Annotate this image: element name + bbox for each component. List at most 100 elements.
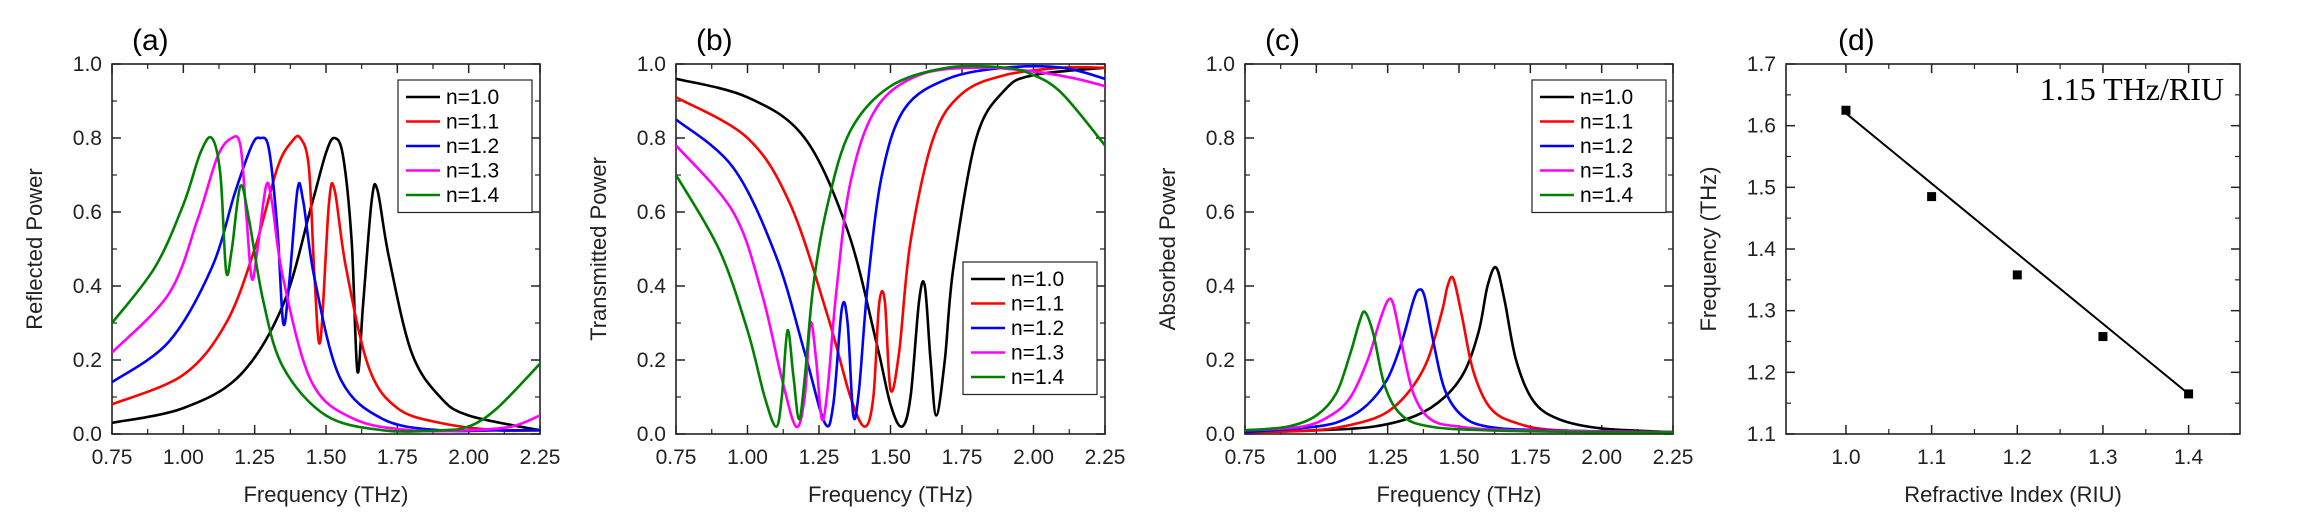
y-tick-label: 0.8: [1206, 127, 1235, 150]
plot-area: [1245, 265, 1673, 434]
series-line-n=1.4: [112, 135, 540, 433]
legend-label: n=1.4: [446, 184, 499, 207]
panel-label: (a): [132, 24, 169, 57]
data-point: [1841, 105, 1851, 115]
x-tick-label: 1.25: [799, 446, 840, 469]
y-tick-label: 0.6: [637, 201, 666, 224]
chart-panel-3: 0.75 1.00 1.25 1.50 1.75 2.00 2.25 0.0 0.2 0.4 0.6…: [1155, 24, 1693, 507]
series-line-n=1.2: [676, 65, 1105, 428]
series-line-n=1.3: [1245, 297, 1673, 434]
legend-label: n=1.2: [1580, 135, 1633, 158]
y-tick-label: 1.7: [1747, 53, 1776, 76]
legend-label: n=1.1: [1011, 293, 1064, 316]
legend-label: n=1.0: [1580, 86, 1633, 109]
y-tick-label: 0.2: [1206, 349, 1235, 372]
x-tick-label: 2.25: [520, 446, 561, 469]
x-tick-label: 1.75: [377, 446, 418, 469]
y-tick-label: 1.0: [1206, 53, 1235, 76]
legend-label: n=1.4: [1011, 366, 1064, 389]
legend: n=1.0n=1.1n=1.2n=1.3n=1.4: [962, 261, 1098, 396]
x-axis-title: Refractive Index (RIU): [1904, 482, 2122, 507]
x-tick-label: 1.50: [870, 446, 911, 469]
y-tick-label: 0.6: [73, 201, 102, 224]
series-line-n=1.1: [1245, 275, 1673, 434]
y-tick-label: 0.4: [637, 275, 667, 298]
legend-label: n=1.4: [1580, 184, 1633, 207]
series-line-n=1.3: [676, 66, 1105, 429]
y-tick-label: 0.0: [1206, 423, 1235, 446]
y-tick-label: 1.6: [1747, 115, 1776, 138]
fit-line: [1845, 112, 2190, 395]
x-tick-label: 1.50: [1439, 446, 1480, 469]
y-axis-title: Absorbed Power: [1155, 168, 1180, 331]
x-tick-label: 1.75: [942, 446, 983, 469]
x-tick-label: 0.75: [92, 446, 133, 469]
x-tick-label: 1.50: [306, 446, 347, 469]
x-tick-label: 0.75: [1225, 446, 1266, 469]
x-tick-label: 1.3: [2088, 446, 2117, 469]
series-line-n=1.4: [676, 64, 1105, 428]
y-axis-title: Transmitted Power: [586, 157, 611, 341]
y-tick-label: 1.1: [1747, 423, 1776, 446]
series-line-n=1.0: [676, 66, 1105, 428]
legend-label: n=1.0: [446, 86, 499, 109]
x-tick-label: 1.0: [1831, 446, 1860, 469]
x-tick-label: 1.4: [2174, 446, 2204, 469]
sensitivity-annotation: 1.15 THz/RIU: [2040, 71, 2224, 107]
x-tick-label: 2.00: [448, 446, 489, 469]
x-axis-title: Frequency (THz): [808, 482, 973, 507]
panel-label: (b): [696, 24, 733, 57]
x-axis-title: Frequency (THz): [243, 482, 408, 507]
legend-label: n=1.0: [1011, 268, 1064, 291]
x-tick-label: 1.00: [727, 446, 768, 469]
series-line-n=1.2: [1245, 288, 1673, 434]
legend-label: n=1.2: [446, 135, 499, 158]
legend: n=1.0n=1.1n=1.2n=1.3n=1.4: [397, 79, 533, 214]
legend-label: n=1.2: [1011, 317, 1064, 340]
x-tick-label: 2.00: [1581, 446, 1622, 469]
y-tick-label: 1.4: [1747, 238, 1777, 261]
x-axis-title: Frequency (THz): [1376, 482, 1541, 507]
legend-label: n=1.1: [1580, 111, 1633, 134]
legend-label: n=1.3: [1011, 342, 1064, 365]
y-axis-title: Frequency (THz): [1696, 166, 1721, 331]
x-tick-label: 1.25: [234, 446, 275, 469]
series-line-n=1.1: [676, 65, 1105, 428]
data-point: [2012, 270, 2022, 280]
panel-label: (d): [1838, 24, 1875, 57]
data-point: [2184, 389, 2194, 399]
legend-label: n=1.3: [446, 160, 499, 183]
legend: n=1.0n=1.1n=1.2n=1.3n=1.4: [1531, 79, 1667, 214]
chart-panel-2: 0.75 1.00 1.25 1.50 1.75 2.00 2.25 0.0 0.2 0.4 0.6…: [586, 24, 1125, 507]
y-tick-label: 0.0: [637, 423, 666, 446]
x-tick-label: 1.2: [2003, 446, 2032, 469]
chart-panel-1: 0.75 1.00 1.25 1.50 1.75 2.00 2.25 0.0 0.2 0.4 0.6…: [22, 24, 560, 507]
y-tick-label: 1.0: [637, 53, 666, 76]
plot-area: [112, 134, 540, 433]
y-tick-label: 0.8: [637, 127, 666, 150]
data-point: [2098, 332, 2108, 342]
data-point: [1927, 192, 1937, 202]
y-tick-label: 0.2: [73, 349, 102, 372]
y-tick-label: 0.4: [73, 275, 103, 298]
x-tick-label: 1.75: [1510, 446, 1551, 469]
legend-label: n=1.1: [446, 111, 499, 134]
panel-label: (c): [1265, 24, 1300, 57]
y-axis-title: Reflected Power: [22, 168, 47, 329]
series-line-n=1.4: [1245, 310, 1673, 434]
y-tick-label: 1.3: [1747, 300, 1776, 323]
series-line-n=1.0: [1245, 265, 1673, 434]
y-tick-label: 0.2: [637, 349, 666, 372]
x-tick-label: 1.25: [1367, 446, 1408, 469]
x-tick-label: 2.25: [1085, 446, 1126, 469]
y-tick-label: 0.8: [73, 127, 102, 150]
x-tick-label: 1.1: [1917, 446, 1946, 469]
x-tick-label: 1.00: [163, 446, 204, 469]
y-tick-label: 1.2: [1747, 361, 1776, 384]
y-tick-label: 1.0: [73, 53, 102, 76]
series-line-n=1.1: [112, 134, 540, 433]
x-tick-label: 2.25: [1653, 446, 1694, 469]
y-tick-label: 0.4: [1206, 275, 1236, 298]
y-tick-label: 0.6: [1206, 201, 1235, 224]
